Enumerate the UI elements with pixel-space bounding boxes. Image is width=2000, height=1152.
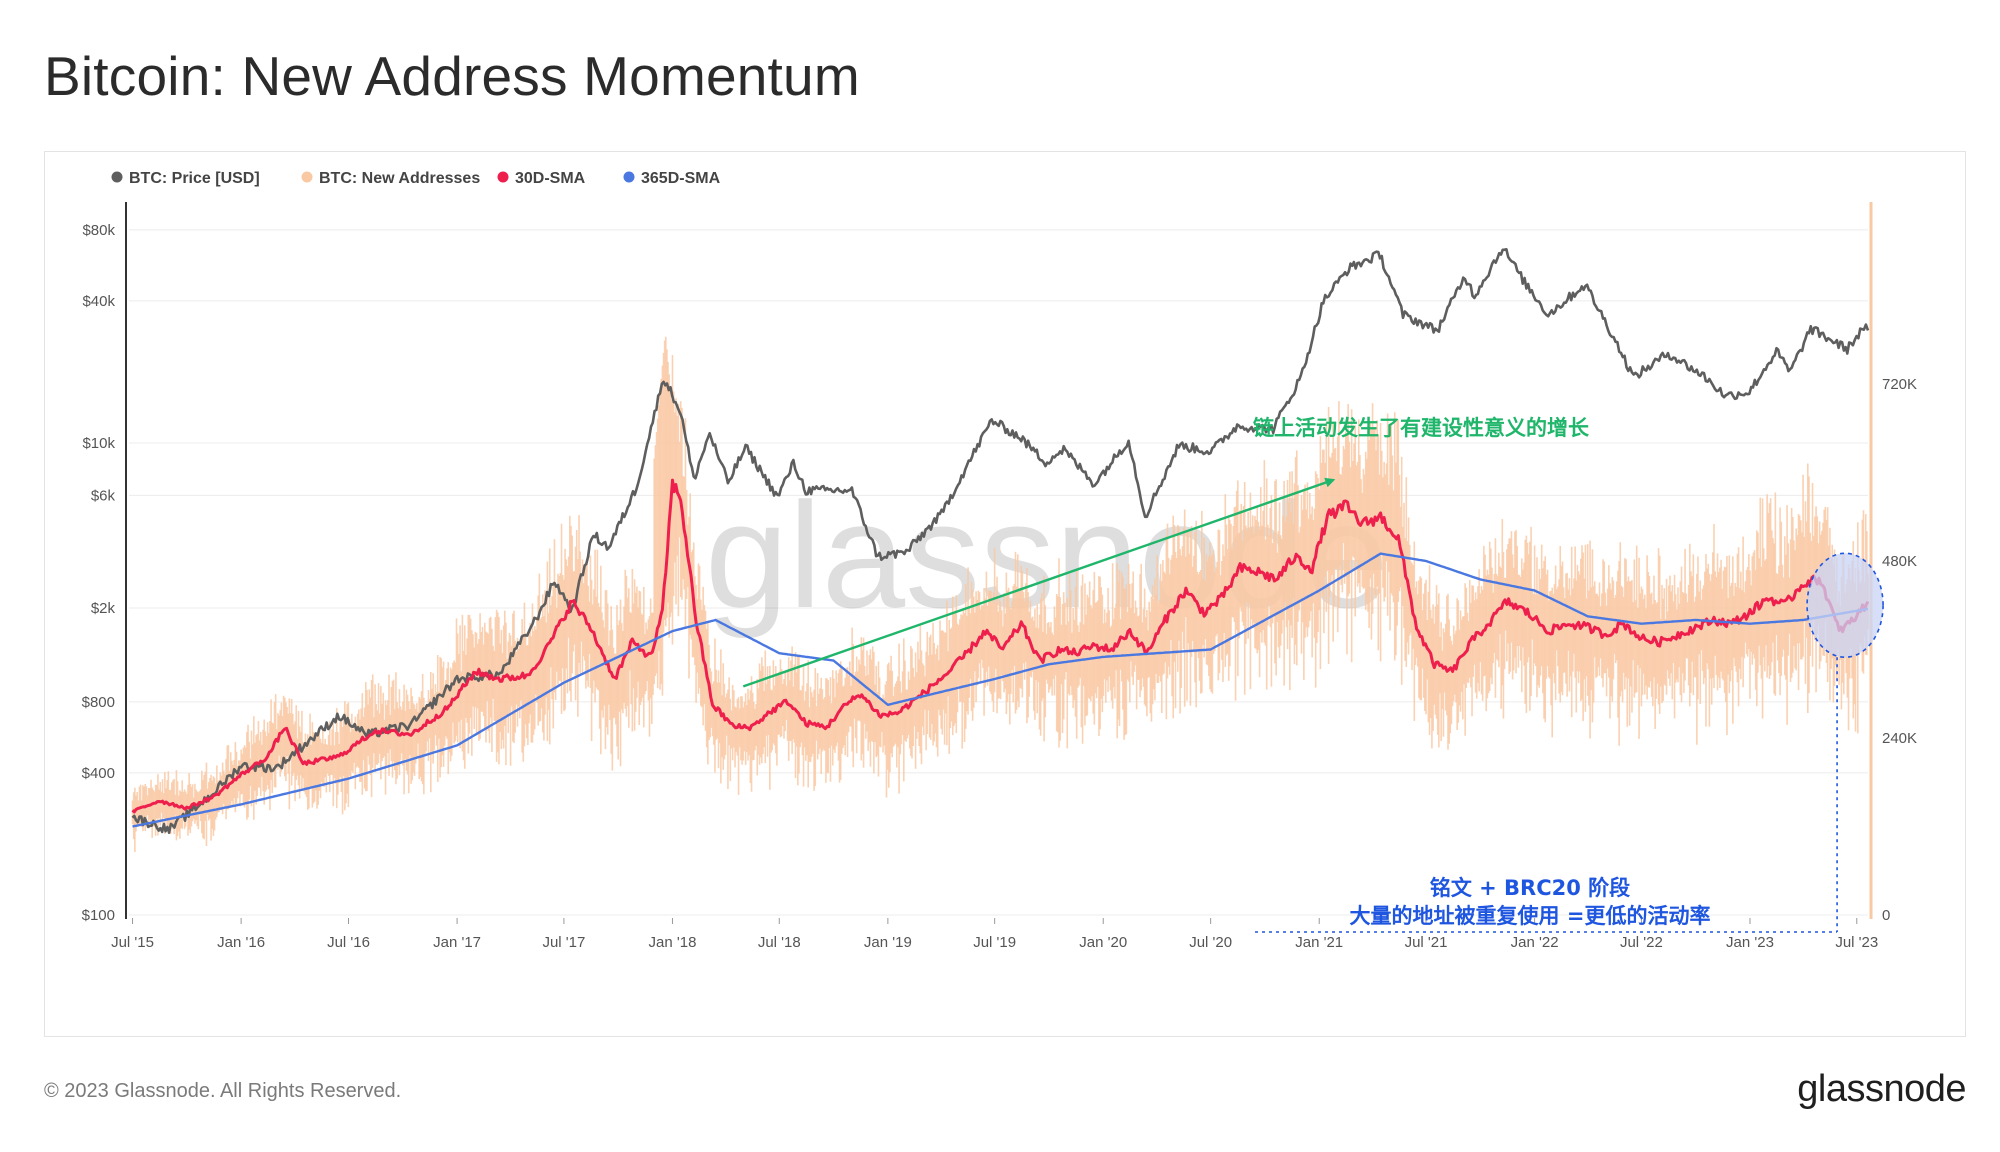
y-right-tick-label: 720K	[1882, 376, 1917, 393]
x-tick-label: Jan '22	[1511, 934, 1559, 951]
sma30-line	[131, 478, 1870, 814]
growth-arrow	[742, 477, 1336, 688]
y-left-tick-label: $100	[82, 907, 115, 924]
y-left-tick-label: $800	[82, 694, 115, 711]
x-tick-label: Jul '22	[1620, 934, 1663, 951]
x-tick-label: Jan '17	[433, 934, 481, 951]
x-tick-label: Jul '15	[111, 934, 154, 951]
y-left-tick-label: $40k	[82, 293, 115, 310]
y-left-tick-label: $400	[82, 765, 115, 782]
legend-marker-sma30	[497, 171, 509, 183]
x-tick-label: Jul '17	[542, 934, 585, 951]
chart-card: glassnode $100 $400 $800 $2k $6k $10k $40k $80k…	[44, 151, 1966, 1037]
series-lines	[131, 248, 1870, 834]
x-tick-label: Jul '23	[1835, 934, 1878, 951]
legend-marker-price	[111, 171, 123, 183]
legend-label-price: BTC: Price [USD]	[129, 170, 260, 187]
y-right-tick-label: 0	[1882, 907, 1890, 924]
chart-svg: glassnode $100$400$800$2k$6k$10k$40k$80k…	[82, 170, 1917, 951]
x-tick-label: Jul '18	[758, 934, 801, 951]
highlight-ellipse	[1806, 552, 1884, 659]
x-tick-label: Jan '23	[1726, 934, 1774, 951]
y-left-tick-label: $2k	[91, 600, 116, 617]
y-left-tick-label: $10k	[82, 435, 115, 452]
legend-label-sma30: 30D-SMA	[515, 170, 586, 187]
sma365-line	[132, 552, 1869, 828]
y-right-tick-label: 480K	[1882, 553, 1917, 570]
annotation-brc20-subtitle: 大量的地址被重复使用 =更低的活动率	[1350, 904, 1711, 928]
annotation-growth-text: 链上活动发生了有建设性意义的增长	[1253, 416, 1590, 440]
x-tick-label: Jan '19	[864, 934, 912, 951]
x-tick-label: Jul '21	[1405, 934, 1448, 951]
legend-label-new_addresses: BTC: New Addresses	[319, 170, 480, 187]
copyright: © 2023 Glassnode. All Rights Reserved.	[44, 1080, 402, 1102]
y-left-tick-label: $80k	[82, 222, 115, 239]
legend-marker-new_addresses	[301, 171, 313, 183]
x-tick-label: Jan '18	[649, 934, 697, 951]
axes: $100 $400 $800 $2k $6k $10k $40k $80k 0 240K 480K 7…	[82, 202, 1917, 951]
y-left-tick-label: $6k	[91, 487, 116, 504]
x-tick-label: Jul '19	[973, 934, 1016, 951]
x-tick-label: Jan '21	[1295, 934, 1343, 951]
x-tick-label: Jan '16	[217, 934, 265, 951]
price-line	[131, 248, 1870, 834]
legend-marker-sma365	[623, 171, 635, 183]
legend: BTC: Price [USD] BTC: New Addresses 30D-SM…	[111, 170, 721, 187]
x-tick-label: Jan '20	[1079, 934, 1127, 951]
glassnode-logo: glassnode	[1797, 1068, 1966, 1110]
page-title: Bitcoin: New Address Momentum	[44, 45, 860, 107]
y-right-tick-label: 240K	[1882, 730, 1917, 747]
x-tick-label: Jul '20	[1189, 934, 1232, 951]
legend-label-sma365: 365D-SMA	[641, 170, 721, 187]
x-tick-label: Jul '16	[327, 934, 370, 951]
annotation-brc20-title: 铭文 + BRC20 阶段	[1430, 876, 1630, 900]
